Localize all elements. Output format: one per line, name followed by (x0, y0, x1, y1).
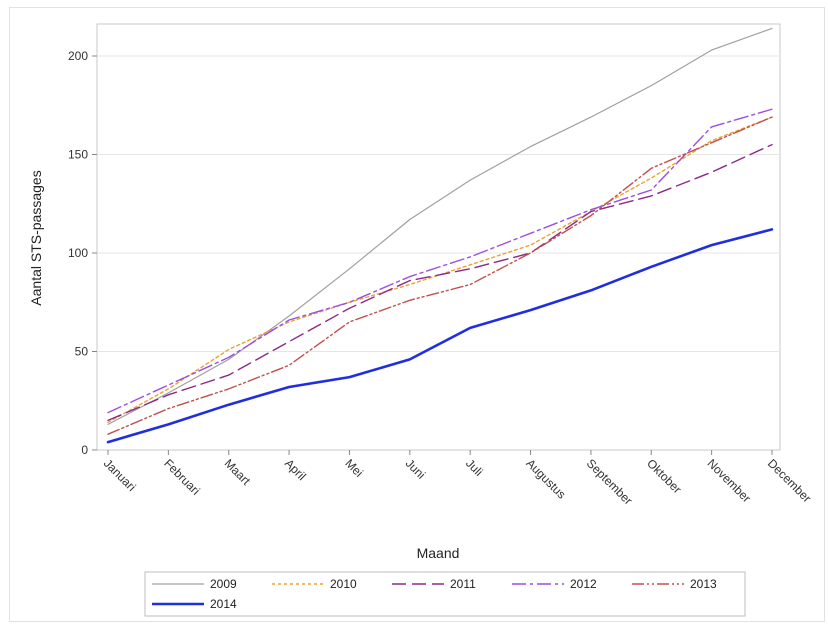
legend-label: 2010 (330, 577, 357, 591)
legend-label: 2012 (570, 577, 597, 591)
x-axis: Januari Februari Maart April Mei Juni Juli Augu… (101, 450, 814, 508)
y-tick-label: 200 (68, 49, 88, 63)
series-line-2014 (106, 228, 774, 444)
series-line-2013 (107, 116, 773, 435)
legend (144, 571, 746, 617)
legend-label: 2014 (210, 597, 237, 611)
x-tick-label: September (584, 456, 635, 507)
legend-entry-2009: 2009 (152, 577, 237, 591)
legend-entry-2012: 2012 (512, 577, 597, 591)
legend-label: 2011 (450, 577, 476, 591)
x-tick-label: Januari (101, 456, 139, 494)
x-tick-label: Augustus (523, 456, 568, 501)
series-line-2012 (107, 108, 773, 414)
y-tick-label: 150 (68, 148, 88, 162)
x-tick-label: November (705, 456, 754, 505)
legend-label: 2013 (690, 577, 717, 591)
legend-entry-2010: 2010 (272, 577, 357, 591)
x-tick-label: Oktober (644, 456, 684, 496)
x-tick-label: Juni (403, 456, 428, 481)
y-axis-title: Aantal STS-passages (28, 170, 44, 305)
series-lines (106, 27, 774, 444)
y-tick-label: 100 (68, 246, 88, 260)
x-tick-label: December (765, 456, 814, 505)
x-tick-label: Juli (463, 456, 486, 479)
x-tick-label: Mei (342, 456, 366, 480)
legend-items: 2009 2010 2011 2012 2013 2014 (152, 577, 717, 611)
x-tick-label: Februari (161, 456, 202, 497)
series-line-2011 (107, 143, 773, 422)
x-tick-label: April (282, 456, 309, 483)
legend-entry-2011: 2011 (392, 577, 476, 591)
legend-entry-2013: 2013 (632, 577, 717, 591)
plot-area (96, 23, 781, 451)
legend-label: 2009 (210, 577, 237, 591)
legend-entry-2014: 2014 (152, 597, 237, 611)
x-tick-label: Maart (222, 456, 254, 488)
series-line-2009 (107, 27, 773, 425)
y-axis: 0 50 100 150 200 (68, 49, 97, 457)
x-axis-title: Maand (417, 545, 460, 561)
y-tick-label: 50 (75, 345, 89, 359)
gridlines (97, 55, 780, 352)
y-tick-label: 0 (81, 443, 88, 457)
